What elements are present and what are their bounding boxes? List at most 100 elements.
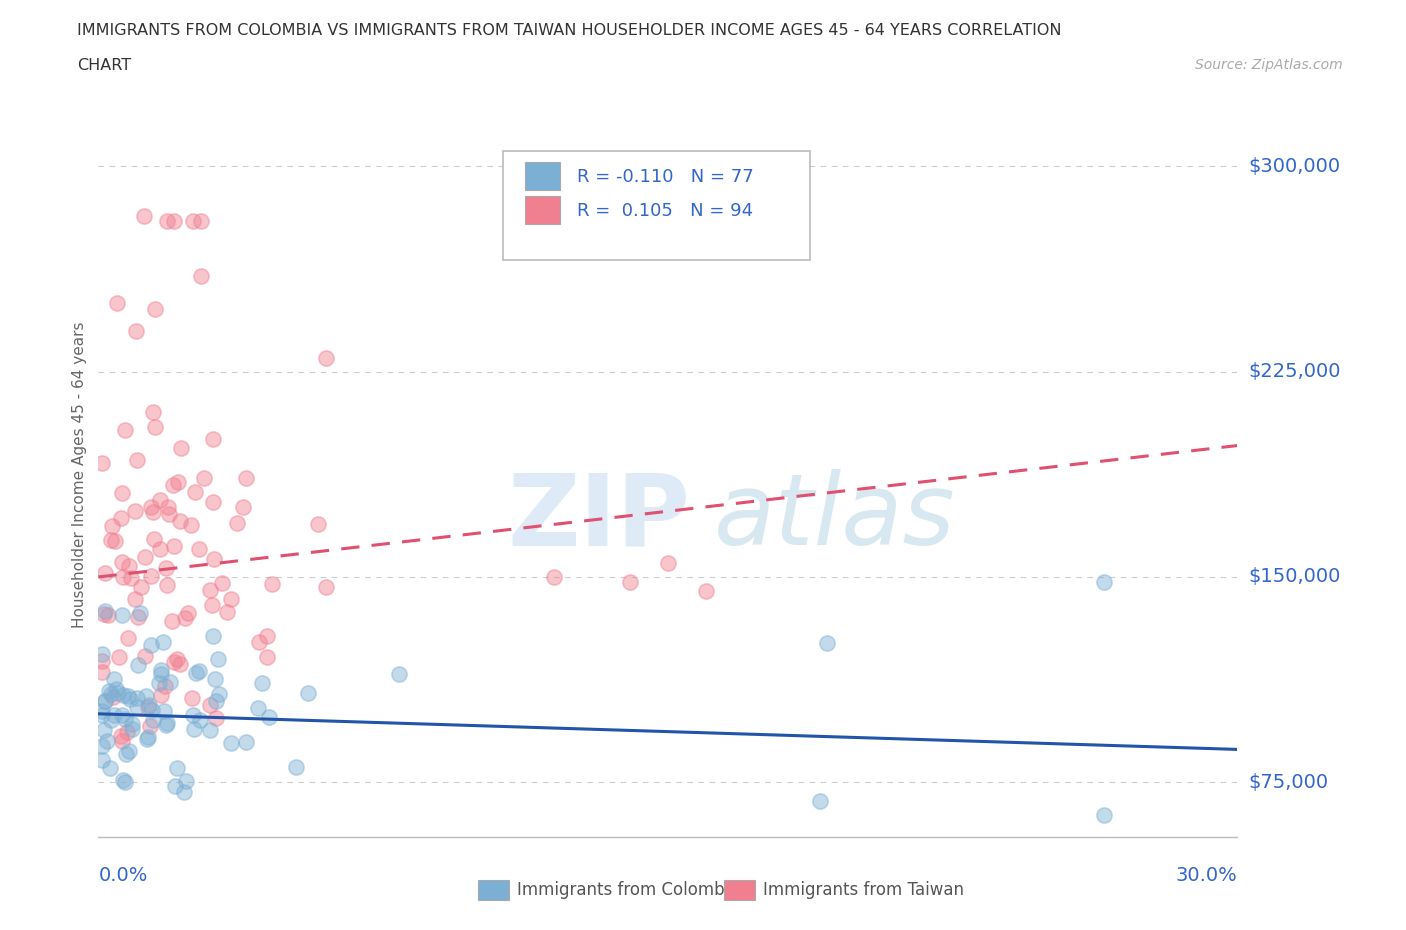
Point <box>190 269 212 284</box>
Point <box>208 686 231 701</box>
Point <box>153 704 176 719</box>
Point <box>93 723 115 737</box>
Point <box>110 729 132 744</box>
Point <box>204 671 226 686</box>
Point <box>139 719 162 734</box>
Point <box>117 688 139 703</box>
Point <box>315 580 337 595</box>
Point <box>180 517 202 532</box>
Point <box>201 432 224 446</box>
Point <box>193 471 215 485</box>
Point <box>169 514 191 529</box>
Point <box>315 351 337 365</box>
Point <box>307 516 329 531</box>
Text: 0.0%: 0.0% <box>98 866 148 885</box>
Point <box>235 471 257 485</box>
Point <box>110 511 132 525</box>
Point <box>1094 575 1116 590</box>
Point <box>256 650 278 665</box>
Point <box>155 578 177 592</box>
Point <box>284 759 307 774</box>
Point <box>163 778 186 793</box>
Point <box>198 698 221 712</box>
Point <box>153 678 176 693</box>
Text: R =  0.105   N = 94: R = 0.105 N = 94 <box>576 202 752 220</box>
Point <box>93 604 115 618</box>
Point <box>190 214 212 229</box>
Point <box>162 478 184 493</box>
Point <box>387 667 409 682</box>
Point <box>188 541 211 556</box>
Point <box>91 738 114 753</box>
Point <box>98 761 121 776</box>
Point <box>211 576 233 591</box>
Point <box>104 533 127 548</box>
Point <box>121 717 143 732</box>
Point <box>143 419 166 434</box>
Point <box>156 214 179 229</box>
Text: $225,000: $225,000 <box>1249 362 1341 381</box>
Point <box>127 691 149 706</box>
Point <box>97 607 120 622</box>
Point <box>657 556 679 571</box>
Point <box>91 707 114 722</box>
Point <box>127 610 149 625</box>
Point <box>226 516 249 531</box>
Point <box>207 652 229 667</box>
Point <box>134 648 156 663</box>
Point <box>120 570 142 585</box>
Point <box>103 690 125 705</box>
Point <box>184 666 207 681</box>
Point <box>101 518 124 533</box>
Point <box>148 676 170 691</box>
Point <box>91 654 114 669</box>
Point <box>115 747 138 762</box>
Point <box>94 693 117 708</box>
Text: CHART: CHART <box>77 58 131 73</box>
Point <box>159 507 181 522</box>
Point <box>181 708 204 723</box>
Point <box>150 666 173 681</box>
Point <box>619 575 641 590</box>
Point <box>145 301 167 316</box>
Point <box>96 734 118 749</box>
Point <box>111 485 134 500</box>
Y-axis label: Householder Income Ages 45 - 64 years: Householder Income Ages 45 - 64 years <box>72 321 87 628</box>
Point <box>124 591 146 606</box>
Point <box>100 533 122 548</box>
Point <box>188 712 211 727</box>
Point <box>232 499 254 514</box>
Point <box>127 658 149 672</box>
Point <box>125 699 148 714</box>
Point <box>170 441 193 456</box>
Point <box>91 647 114 662</box>
Point <box>219 736 242 751</box>
Point <box>174 774 197 789</box>
Point <box>156 716 179 731</box>
Text: Immigrants from Colombia: Immigrants from Colombia <box>517 881 740 899</box>
Point <box>94 565 117 580</box>
Point <box>256 629 278 644</box>
Point <box>219 591 242 606</box>
Point <box>149 662 172 677</box>
Point <box>125 453 148 468</box>
Point <box>257 710 280 724</box>
Text: 30.0%: 30.0% <box>1175 866 1237 885</box>
Point <box>120 692 142 707</box>
Text: R = -0.110   N = 77: R = -0.110 N = 77 <box>576 168 754 186</box>
Point <box>149 492 172 507</box>
Point <box>111 708 134 723</box>
Point <box>142 532 165 547</box>
Text: Immigrants from Taiwan: Immigrants from Taiwan <box>763 881 965 899</box>
Point <box>117 631 139 645</box>
Point <box>136 730 159 745</box>
Point <box>201 597 224 612</box>
Point <box>163 538 186 553</box>
Point <box>91 456 114 471</box>
Point <box>695 583 717 598</box>
Point <box>167 474 190 489</box>
Point <box>121 722 143 737</box>
Point <box>132 208 155 223</box>
Point <box>117 743 139 758</box>
Point <box>201 495 224 510</box>
